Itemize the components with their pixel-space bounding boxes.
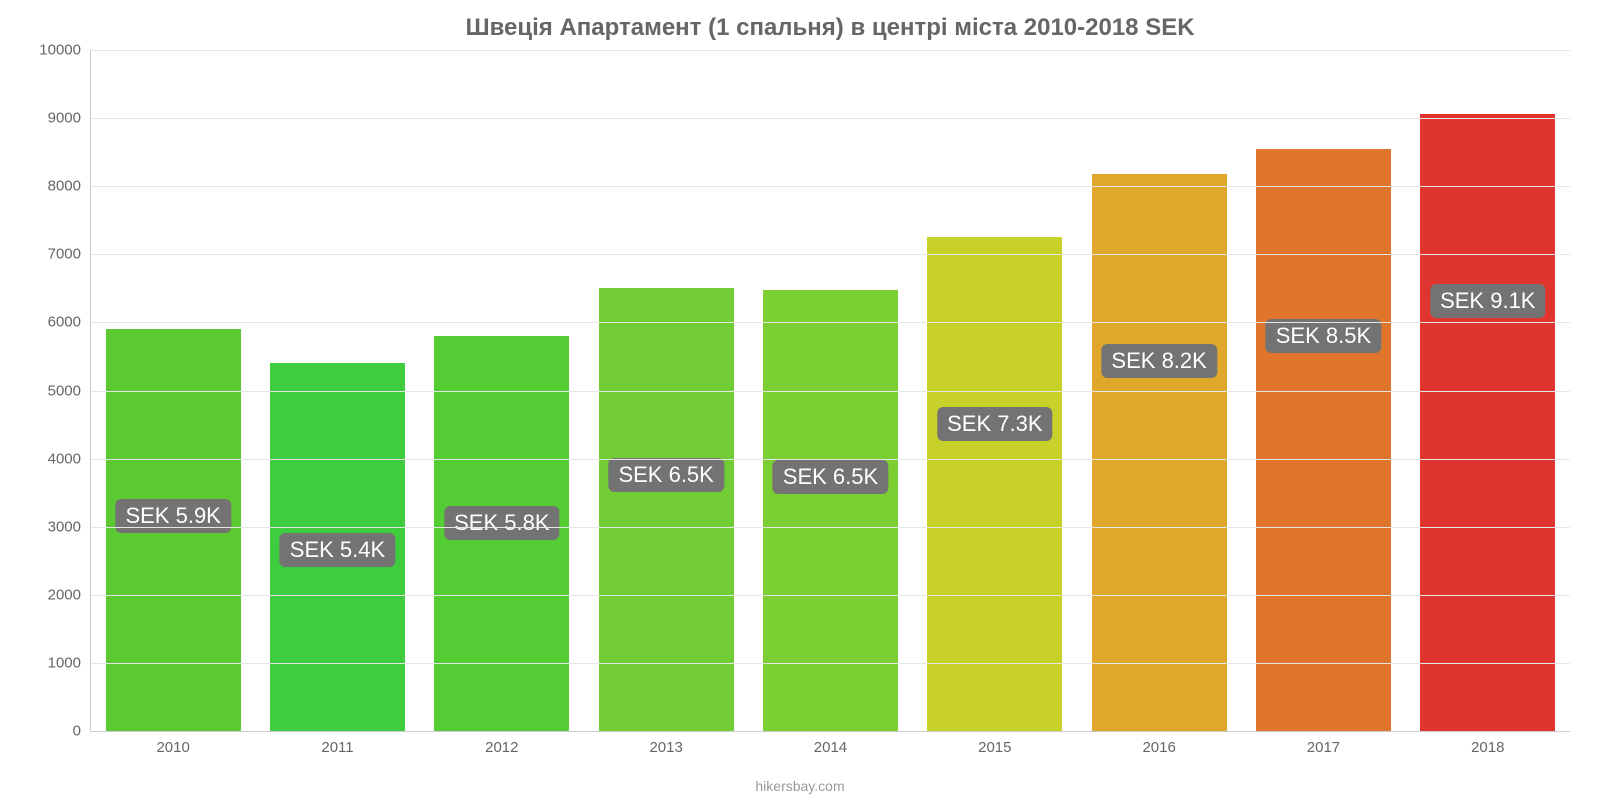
bar: SEK 8.5K bbox=[1256, 149, 1391, 731]
bar: SEK 5.8K bbox=[434, 336, 569, 731]
bar: SEK 6.5K bbox=[599, 288, 734, 731]
y-tick-label: 1000 bbox=[48, 654, 91, 671]
y-tick-label: 9000 bbox=[48, 110, 91, 127]
x-tick-label: 2014 bbox=[748, 731, 912, 756]
chart-source: hikersbay.com bbox=[0, 778, 1600, 794]
y-tick-label: 7000 bbox=[48, 246, 91, 263]
data-label: SEK 6.5K bbox=[773, 460, 888, 494]
gridline bbox=[91, 459, 1570, 460]
gridline bbox=[91, 391, 1570, 392]
gridline bbox=[91, 254, 1570, 255]
x-tick-label: 2010 bbox=[91, 731, 255, 756]
bar: SEK 5.4K bbox=[270, 363, 405, 731]
y-tick-label: 2000 bbox=[48, 586, 91, 603]
bar: SEK 8.2K bbox=[1092, 174, 1227, 731]
x-tick-label: 2015 bbox=[913, 731, 1077, 756]
gridline bbox=[91, 595, 1570, 596]
bar: SEK 5.9K bbox=[106, 329, 241, 731]
gridline bbox=[91, 527, 1570, 528]
data-label: SEK 9.1K bbox=[1430, 284, 1545, 318]
y-tick-label: 6000 bbox=[48, 314, 91, 331]
data-label: SEK 5.8K bbox=[444, 506, 559, 540]
y-tick-label: 0 bbox=[73, 723, 91, 740]
bar-chart: Швеція Апартамент (1 спальня) в центрі м… bbox=[0, 0, 1600, 800]
gridline bbox=[91, 322, 1570, 323]
y-tick-label: 8000 bbox=[48, 178, 91, 195]
x-tick-label: 2017 bbox=[1241, 731, 1405, 756]
x-tick-label: 2012 bbox=[420, 731, 584, 756]
data-label: SEK 8.2K bbox=[1101, 344, 1216, 378]
chart-title: Швеція Апартамент (1 спальня) в центрі м… bbox=[90, 14, 1570, 42]
x-tick-label: 2016 bbox=[1077, 731, 1241, 756]
y-tick-label: 10000 bbox=[39, 42, 91, 59]
x-tick-label: 2013 bbox=[584, 731, 748, 756]
x-axis-ticks: 201020112012201320142015201620172018 bbox=[91, 731, 1570, 756]
gridline bbox=[91, 186, 1570, 187]
bar: SEK 7.3K bbox=[927, 237, 1062, 731]
x-tick-label: 2011 bbox=[255, 731, 419, 756]
bar: SEK 6.5K bbox=[763, 290, 898, 731]
gridline bbox=[91, 50, 1570, 51]
data-label: SEK 5.9K bbox=[115, 499, 230, 533]
bar: SEK 9.1K bbox=[1420, 114, 1555, 731]
data-label: SEK 6.5K bbox=[608, 458, 723, 492]
x-tick-label: 2018 bbox=[1406, 731, 1570, 756]
data-label: SEK 5.4K bbox=[280, 533, 395, 567]
y-tick-label: 5000 bbox=[48, 382, 91, 399]
y-tick-label: 4000 bbox=[48, 450, 91, 467]
gridline bbox=[91, 663, 1570, 664]
y-tick-label: 3000 bbox=[48, 518, 91, 535]
data-label: SEK 8.5K bbox=[1266, 319, 1381, 353]
data-label: SEK 7.3K bbox=[937, 407, 1052, 441]
gridline bbox=[91, 118, 1570, 119]
plot-area: SEK 5.9K SEK 5.4K SEK 5.8K SEK 6.5K SEK 6.5K… bbox=[90, 50, 1570, 732]
